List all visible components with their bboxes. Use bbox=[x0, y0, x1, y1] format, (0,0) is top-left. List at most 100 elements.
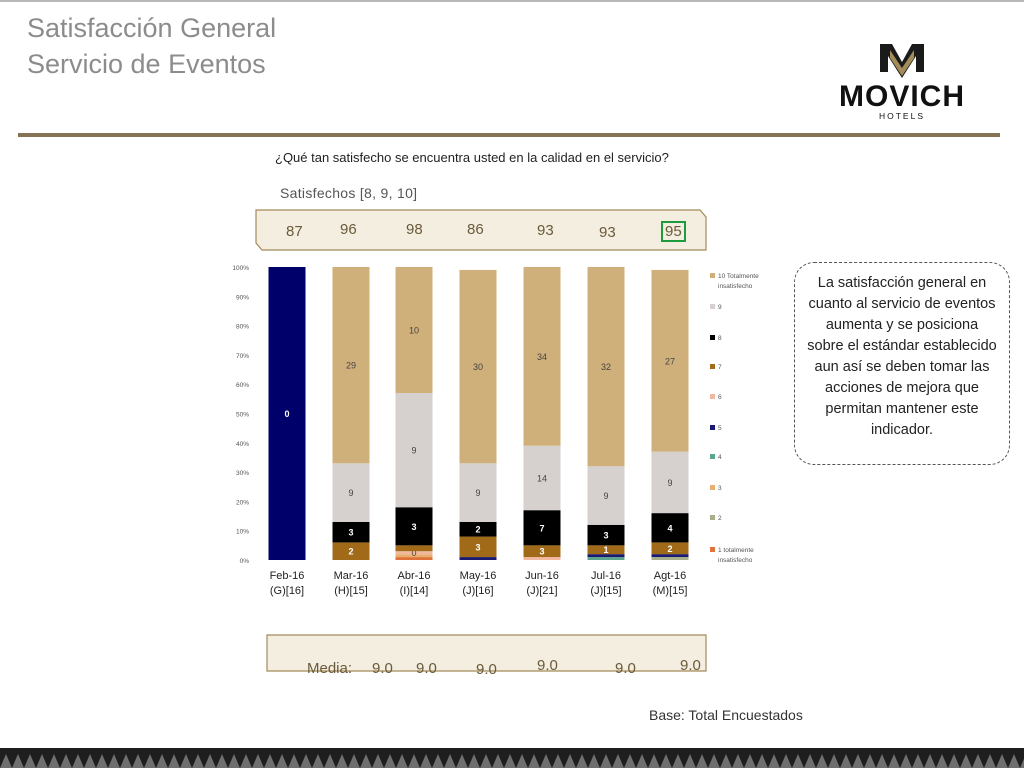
legend-label: 1 totalmente bbox=[718, 547, 754, 554]
data-label: 3 bbox=[603, 531, 608, 541]
legend-swatch bbox=[710, 547, 715, 552]
data-label: 1 bbox=[603, 545, 608, 555]
bar-segment bbox=[395, 551, 433, 555]
base-note: Base: Total Encuestados bbox=[649, 707, 803, 723]
legend-swatch bbox=[710, 515, 715, 520]
bar-segment bbox=[395, 392, 433, 508]
bar-segment bbox=[459, 521, 497, 537]
y-tick-label: 90% bbox=[236, 294, 249, 301]
data-label: 9 bbox=[475, 488, 480, 498]
legend-label: 7 bbox=[718, 364, 722, 371]
bar-segment bbox=[395, 545, 433, 552]
bar-segment bbox=[395, 557, 433, 560]
satisfied-value: 98 bbox=[406, 221, 423, 238]
bar-segment bbox=[587, 557, 625, 560]
y-tick-label: 10% bbox=[236, 529, 249, 536]
legend-label: 3 bbox=[718, 485, 722, 492]
bar-segment bbox=[587, 267, 625, 467]
satisfied-value: 87 bbox=[286, 223, 303, 240]
data-label: 3 bbox=[411, 522, 416, 532]
satisfied-value: 96 bbox=[340, 221, 357, 238]
media-value: 9.0 bbox=[372, 660, 393, 677]
bar-segment bbox=[332, 463, 370, 522]
legend-swatch bbox=[710, 273, 715, 278]
data-label: 2 bbox=[475, 525, 480, 535]
x-tick-label: (I)[14] bbox=[400, 585, 429, 597]
bar-segment bbox=[587, 545, 625, 555]
y-tick-label: 60% bbox=[236, 382, 249, 389]
bar-segment bbox=[587, 554, 625, 558]
media-value: 9.0 bbox=[416, 660, 437, 677]
data-label: 3 bbox=[539, 547, 544, 557]
footer-pattern bbox=[0, 748, 1024, 768]
data-label: 9 bbox=[667, 478, 672, 488]
media-value: 9.0 bbox=[615, 660, 636, 677]
bar-segment bbox=[651, 451, 689, 514]
y-tick-label: 100% bbox=[232, 265, 249, 272]
satisfied-value: 86 bbox=[467, 221, 484, 238]
legend-label: 2 bbox=[718, 515, 722, 522]
x-tick-label: Agt-16 bbox=[654, 570, 686, 582]
bar-segment bbox=[459, 557, 497, 560]
y-tick-label: 0% bbox=[240, 558, 250, 565]
y-tick-label: 40% bbox=[236, 441, 249, 448]
data-label: 34 bbox=[537, 352, 547, 362]
data-label: 2 bbox=[348, 547, 353, 557]
bar-segment bbox=[523, 267, 561, 446]
bar-segment bbox=[332, 267, 370, 464]
x-tick-label: (J)[21] bbox=[526, 585, 557, 597]
top-border bbox=[0, 0, 1024, 2]
legend-label: 8 bbox=[718, 335, 722, 342]
bar-segment bbox=[523, 557, 561, 560]
bar-segment bbox=[523, 445, 561, 511]
logo-subtext: HOTELS bbox=[879, 111, 925, 121]
y-tick-label: 20% bbox=[236, 499, 249, 506]
title-line-2: Servicio de Eventos bbox=[27, 49, 266, 79]
data-label: 2 bbox=[667, 544, 672, 554]
x-tick-label: May-16 bbox=[460, 570, 497, 582]
movich-logo: MOVICH HOTELS bbox=[839, 44, 965, 121]
x-tick-label: (J)[16] bbox=[462, 585, 493, 597]
page-title: Satisfacción General Servicio de Eventos bbox=[27, 10, 276, 82]
title-line-1: Satisfacción General bbox=[27, 13, 277, 43]
bar-segment bbox=[395, 507, 433, 546]
x-tick-label: Abr-16 bbox=[397, 570, 430, 582]
data-label: 3 bbox=[348, 528, 353, 538]
bar-segment bbox=[651, 557, 689, 560]
data-label: 9 bbox=[411, 446, 416, 456]
media-value: 9.0 bbox=[537, 657, 558, 674]
bar-segment bbox=[523, 545, 561, 558]
data-label: 0 bbox=[411, 548, 416, 558]
survey-question: ¿Qué tan satisfecho se encuentra usted e… bbox=[275, 150, 669, 165]
bar-segment bbox=[332, 542, 370, 560]
bar-segment bbox=[332, 521, 370, 543]
bar-segment bbox=[651, 542, 689, 555]
satisfied-label: Satisfechos [8, 9, 10] bbox=[280, 185, 418, 201]
legend-label: 6 bbox=[718, 394, 722, 401]
legend-swatch bbox=[710, 364, 715, 369]
media-value: 9.0 bbox=[680, 657, 701, 674]
data-label: 10 bbox=[409, 325, 419, 335]
x-tick-label: Jun-16 bbox=[525, 570, 559, 582]
data-label: 7 bbox=[539, 523, 544, 533]
callout-box: La satisfacción general en cuanto al ser… bbox=[794, 262, 1010, 465]
legend-label: 4 bbox=[718, 454, 722, 461]
legend-label-cont: insatisfecho bbox=[718, 283, 753, 290]
legend-swatch bbox=[710, 485, 715, 490]
header-rule bbox=[18, 133, 1000, 137]
x-tick-label: Jul-16 bbox=[591, 570, 621, 582]
data-label: 9 bbox=[603, 491, 608, 501]
legend-label: 10 Totalmente bbox=[718, 273, 759, 280]
legend-swatch bbox=[710, 454, 715, 459]
data-label: 29 bbox=[346, 361, 356, 371]
data-label: 3 bbox=[475, 542, 480, 552]
bar-segment bbox=[459, 536, 497, 558]
x-tick-label: Mar-16 bbox=[334, 570, 369, 582]
data-label: 0 bbox=[284, 409, 289, 419]
satisfied-band bbox=[255, 209, 707, 251]
legend-swatch bbox=[710, 304, 715, 309]
legend-swatch bbox=[710, 425, 715, 430]
logo-text: MOVICH bbox=[839, 80, 965, 113]
